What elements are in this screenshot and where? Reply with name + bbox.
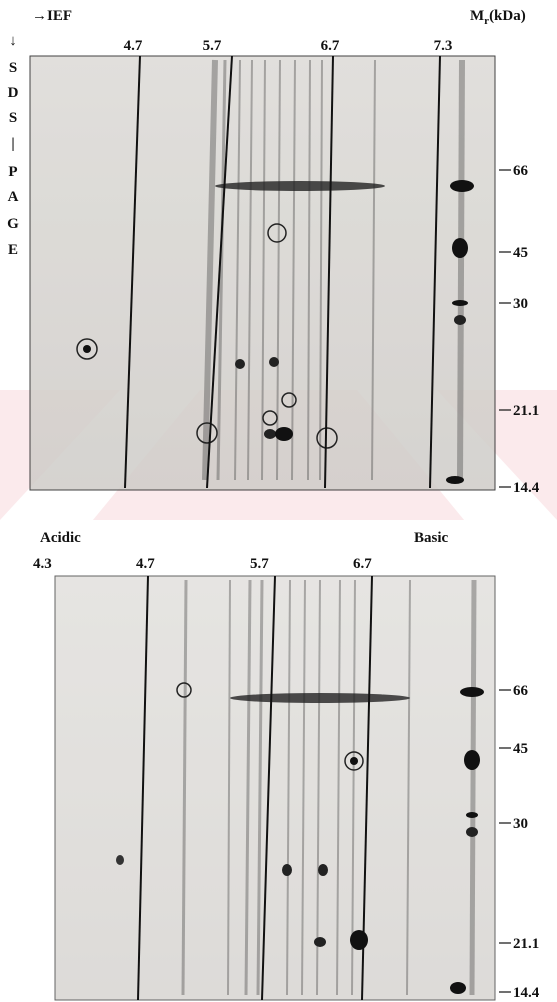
mw-label: 21.1 (513, 936, 539, 952)
top-gel (29, 55, 496, 491)
pi-label: 4.7 (124, 38, 143, 54)
sds-letter: ↓ (9, 33, 17, 49)
bottom-gel (54, 575, 496, 1001)
sds-letter: S (9, 60, 17, 76)
mw-label: 66 (513, 683, 529, 699)
mw-label: 14.4 (513, 480, 540, 496)
sds-letter: S (9, 110, 17, 126)
gel-streaks (202, 59, 465, 481)
mw-label: 30 (513, 296, 528, 312)
mr-sub: r (484, 15, 489, 27)
sds-letter: G (7, 216, 19, 232)
pi-label: 5.7 (250, 556, 269, 572)
acidic-label: Acidic (40, 530, 81, 546)
sds-page-label: ↓ S D S | P A G E (7, 33, 19, 258)
mr-unit: (kDa) (489, 8, 526, 24)
sds-letter: P (8, 164, 17, 180)
mw-label: 14.4 (513, 985, 540, 1001)
sds-letter: A (8, 189, 19, 205)
mw-label: 45 (513, 245, 528, 261)
mw-label: 30 (513, 816, 528, 832)
basic-label: Basic (414, 530, 449, 546)
mw-label: 21.1 (513, 403, 539, 419)
mw-label: 66 (513, 163, 529, 179)
mr-main: M (470, 8, 484, 24)
pi-label: 7.3 (434, 38, 453, 54)
gel-streaks (181, 579, 477, 996)
mw-markers: 66 45 30 21.1 14.4 (499, 163, 540, 496)
mr-label: Mr(kDa) (470, 8, 526, 27)
pi-label: 4.3 (33, 556, 52, 572)
pi-label: 6.7 (321, 38, 340, 54)
sds-letter: D (8, 85, 19, 101)
mw-label: 45 (513, 741, 528, 757)
pi-label: 4.7 (136, 556, 155, 572)
pi-label: 6.7 (353, 556, 372, 572)
sds-letter: | (11, 136, 14, 152)
sds-letter: E (8, 242, 18, 258)
pi-label: 5.7 (203, 38, 222, 54)
ief-label: →IEF (32, 8, 72, 24)
mw-markers: 66 45 30 21.1 14.4 (499, 683, 540, 1001)
